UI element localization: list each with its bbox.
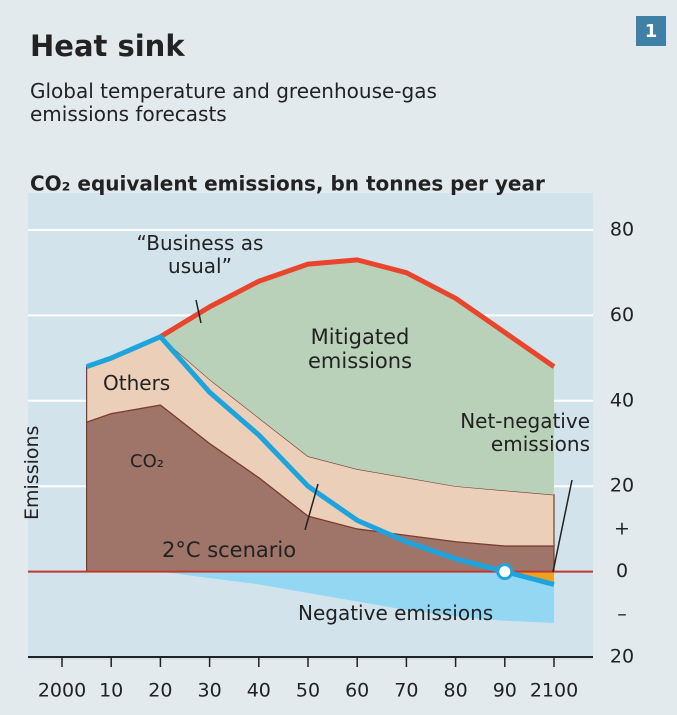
x-tick-label: 10 xyxy=(99,680,123,702)
series-label: Others xyxy=(103,371,171,395)
y-tick-label: 80 xyxy=(610,219,634,241)
series-line xyxy=(85,334,555,587)
y-tick-label: 0 xyxy=(616,560,628,582)
x-tick-label: 40 xyxy=(247,680,271,702)
y-tick-label: + xyxy=(614,517,630,539)
annotation: Mitigated emissions xyxy=(307,325,413,374)
series-line xyxy=(159,257,556,369)
x-tick-label: 20 xyxy=(148,680,172,702)
annotation: Net-negative emissions xyxy=(460,409,590,456)
badge xyxy=(636,16,666,46)
series-label: 2°C scenario xyxy=(162,538,297,562)
x-tick-label: 90 xyxy=(493,680,517,702)
badge-text: 1 xyxy=(645,21,658,42)
y-axis-title: CO₂ equivalent emissions, bn tonnes per … xyxy=(30,172,545,196)
mitigated-area xyxy=(160,259,554,495)
series-label: CO₂ xyxy=(130,451,164,472)
y-tick-label: – xyxy=(617,603,627,625)
x-tick-label: 80 xyxy=(444,680,468,702)
y-tick-label: 60 xyxy=(610,304,634,326)
y-tick-label: 20 xyxy=(610,475,634,497)
series-label: “Business as usual” xyxy=(136,231,264,278)
x-tick-label: 60 xyxy=(345,680,369,702)
x-tick-label: 70 xyxy=(394,680,418,702)
x-tick-label: 30 xyxy=(198,680,222,702)
annotation: Emissions xyxy=(21,425,43,520)
pointer xyxy=(304,483,319,531)
x-tick-label: 2000 xyxy=(38,680,86,702)
pointer xyxy=(552,479,573,573)
pointer xyxy=(195,299,202,324)
subtitle: Global temperature and greenhouse-gas em… xyxy=(30,79,437,126)
series-label: Negative emissions xyxy=(298,601,494,625)
zero-point xyxy=(496,563,514,581)
chart-title: Heat sink xyxy=(30,29,185,63)
x-tick-label: 50 xyxy=(296,680,320,702)
negative-area xyxy=(160,571,554,623)
y-tick-label: 20 xyxy=(610,646,634,668)
x-tick-label: 2100 xyxy=(530,680,578,702)
y-tick-label: 40 xyxy=(610,389,634,411)
